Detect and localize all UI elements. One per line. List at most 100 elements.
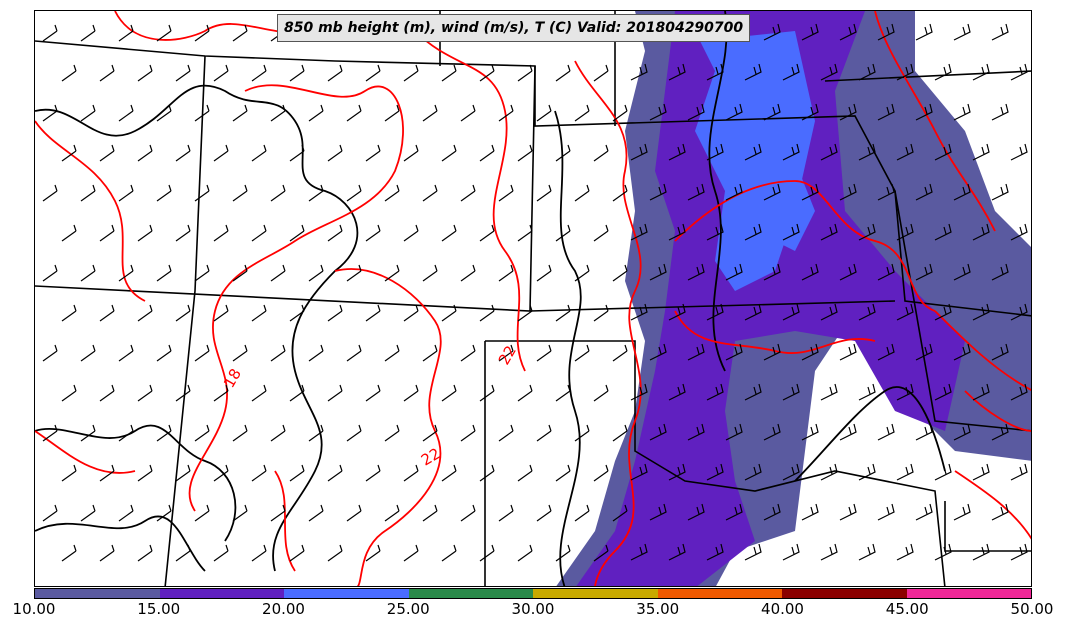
wind-barb xyxy=(517,224,533,242)
wind-barb xyxy=(42,184,58,202)
wind-barb xyxy=(365,224,381,242)
wind-barb xyxy=(858,223,876,241)
wind-barb xyxy=(896,223,914,241)
wind-barb xyxy=(194,424,210,442)
wind-barb xyxy=(820,303,838,321)
wind-barb xyxy=(517,64,533,82)
wind-barb xyxy=(991,183,1009,201)
wind-barb xyxy=(270,344,286,362)
wind-barb xyxy=(42,104,58,122)
wind-barb xyxy=(137,384,153,402)
wind-barb xyxy=(782,223,800,241)
wind-barb xyxy=(668,463,686,481)
wind-barb xyxy=(61,144,77,162)
wind-barb xyxy=(801,423,819,441)
wind-barb xyxy=(801,263,819,281)
wind-barb xyxy=(270,184,286,202)
wind-barb xyxy=(441,544,457,562)
wind-barb xyxy=(725,343,743,361)
wind-barb xyxy=(251,304,267,322)
wind-barb xyxy=(517,304,533,322)
wind-barb xyxy=(194,264,210,282)
wind-barb xyxy=(156,184,172,202)
wind-barb xyxy=(422,104,438,122)
wind-barb xyxy=(99,144,115,162)
wind-barb xyxy=(536,344,552,362)
wind-barb xyxy=(763,503,781,521)
wind-barb xyxy=(1010,63,1028,81)
wind-barb xyxy=(194,104,210,122)
wind-barb xyxy=(365,464,381,482)
wind-barb xyxy=(156,344,172,362)
wind-barb xyxy=(213,464,229,482)
wind-barb xyxy=(782,543,800,561)
wind-barb xyxy=(991,103,1009,121)
wind-barb xyxy=(42,344,58,362)
wind-barb xyxy=(118,504,134,522)
wind-barb xyxy=(972,383,990,401)
wind-barb xyxy=(687,423,705,441)
wind-barb xyxy=(839,23,857,41)
wind-barb xyxy=(934,63,952,81)
wind-barb xyxy=(327,304,343,322)
wind-barb xyxy=(137,64,153,82)
colorbar-segment xyxy=(657,589,782,598)
colorbar-tick-label: 40.00 xyxy=(761,600,804,618)
wind-barb xyxy=(593,544,609,562)
wind-barb xyxy=(593,384,609,402)
wind-barb xyxy=(232,424,248,442)
wind-barb xyxy=(213,304,229,322)
wind-barb xyxy=(517,544,533,562)
colorbar-tick-label: 50.00 xyxy=(1010,600,1054,618)
state-boundaries xyxy=(35,11,1031,586)
wind-barb xyxy=(80,424,96,442)
wind-barb xyxy=(251,464,267,482)
wind-barb xyxy=(820,63,838,81)
wind-barb xyxy=(498,504,514,522)
wind-barb xyxy=(213,64,229,82)
wind-barb xyxy=(517,144,533,162)
wind-barb xyxy=(346,104,362,122)
colorbar-segment xyxy=(35,589,160,598)
wind-barb xyxy=(820,143,838,161)
wind-barb xyxy=(744,303,762,321)
wind-barb xyxy=(1010,543,1028,561)
wind-barb xyxy=(156,104,172,122)
wind-barb xyxy=(630,63,648,81)
wind-barb xyxy=(839,503,857,521)
wind-barb xyxy=(801,503,819,521)
colorbar-segment xyxy=(533,589,658,598)
wind-barb xyxy=(630,463,648,481)
wind-barb xyxy=(422,184,438,202)
wind-barb xyxy=(915,263,933,281)
wind-barb xyxy=(403,304,419,322)
wind-barb xyxy=(896,543,914,561)
wind-barb xyxy=(403,464,419,482)
map-title: 850 mb height (m), wind (m/s), T (C) Val… xyxy=(277,14,751,42)
wind-barb xyxy=(99,224,115,242)
wind-barb xyxy=(574,104,590,122)
wind-barb xyxy=(744,143,762,161)
wind-barb xyxy=(820,463,838,481)
wind-barb xyxy=(308,424,324,442)
wind-barb xyxy=(232,184,248,202)
wind-barb xyxy=(896,383,914,401)
wind-barb xyxy=(536,504,552,522)
wind-barb xyxy=(934,223,952,241)
wind-barb xyxy=(915,423,933,441)
wind-barb xyxy=(498,184,514,202)
wind-barb xyxy=(308,264,324,282)
wind-barb xyxy=(991,23,1009,41)
wind-barb xyxy=(327,544,343,562)
wind-barb xyxy=(574,504,590,522)
wind-barb xyxy=(327,464,343,482)
wind-barb xyxy=(1010,303,1028,321)
wind-barb xyxy=(763,103,781,121)
wind-barb xyxy=(327,384,343,402)
wind-barb xyxy=(346,344,362,362)
wind-barb xyxy=(536,184,552,202)
wind-barb xyxy=(953,103,971,121)
wind-barb xyxy=(706,303,724,321)
colorbar-tick-label: 35.00 xyxy=(636,600,680,618)
wind-barb xyxy=(194,344,210,362)
